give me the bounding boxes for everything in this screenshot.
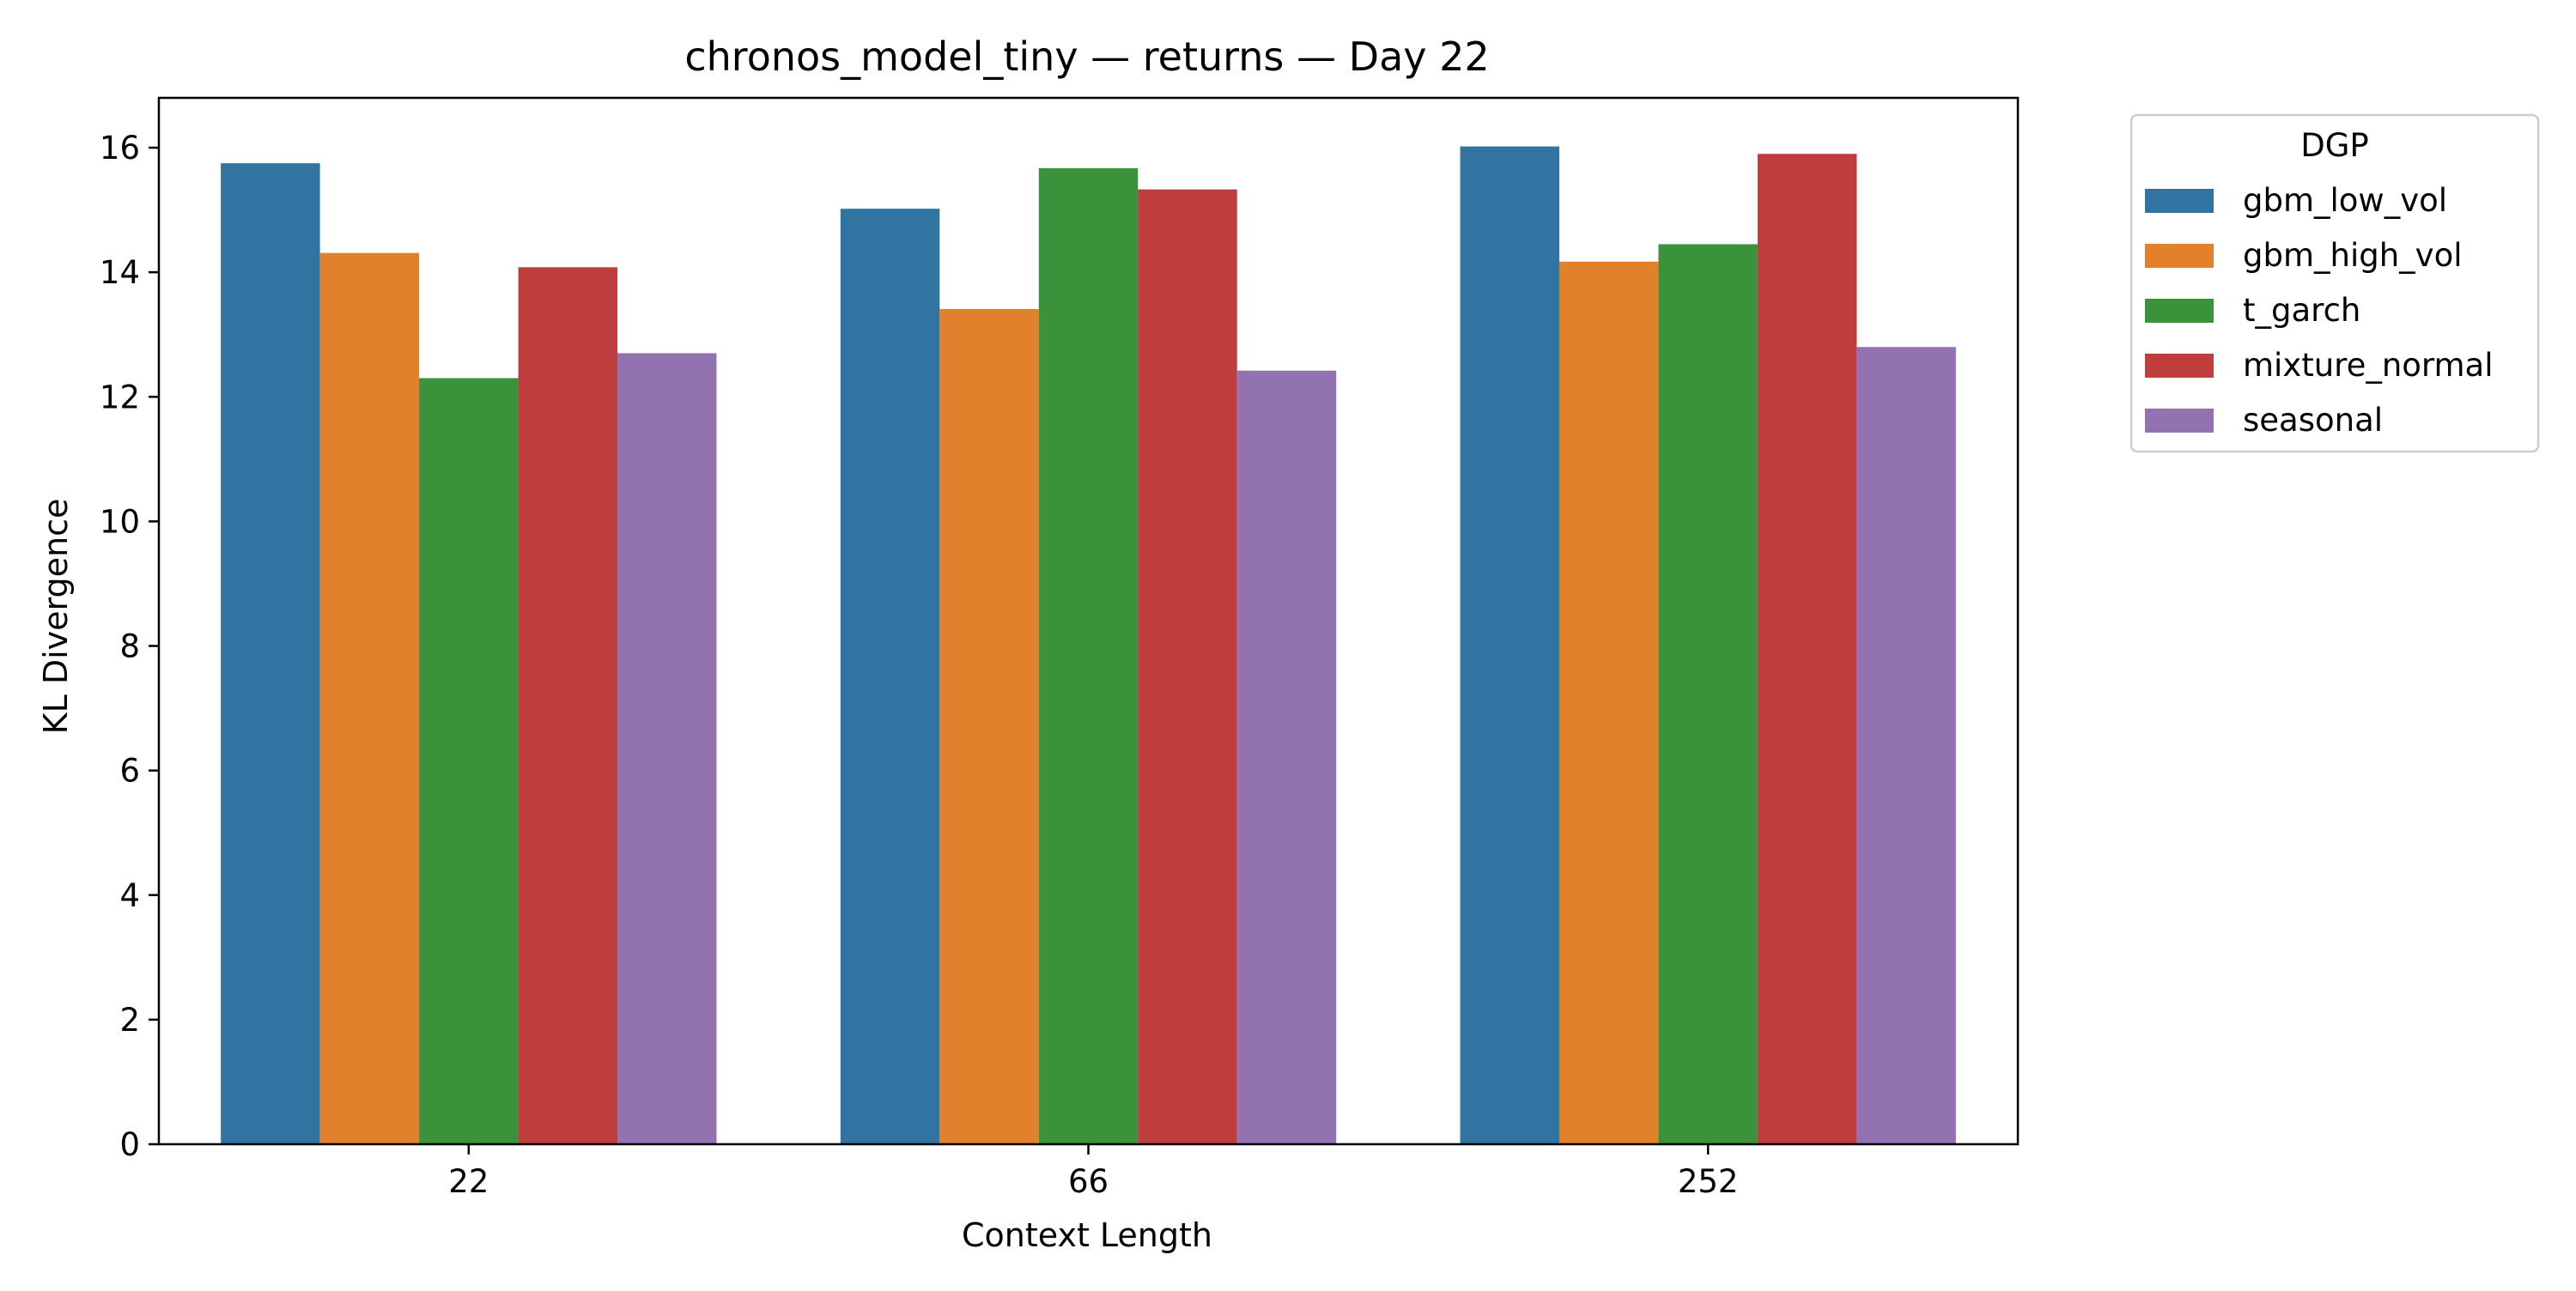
y-tick-label: 8	[119, 628, 140, 665]
y-tick-label: 14	[100, 254, 140, 291]
bar-seasonal-252	[1856, 347, 1956, 1144]
y-axis: 0 2 4 6 8 10 12 14 16	[100, 130, 159, 1163]
bar-gbm_low_vol-252	[1460, 146, 1559, 1145]
bar-mixture_normal-22	[518, 267, 618, 1144]
legend-swatch-t_garch	[2145, 299, 2214, 323]
legend-label-gbm_high_vol: gbm_high_vol	[2243, 237, 2463, 274]
bar-seasonal-66	[1236, 370, 1337, 1144]
legend-swatch-seasonal	[2145, 409, 2214, 433]
x-tick-label: 22	[448, 1163, 489, 1200]
bar-mixture_normal-252	[1757, 154, 1857, 1144]
x-tick-label: 66	[1068, 1163, 1109, 1200]
legend: DGP gbm_low_vol gbm_high_vol t_garchmixture…	[2129, 113, 2540, 453]
x-tick-label: 252	[1678, 1163, 1739, 1200]
legend-label-gbm_low_vol: gbm_low_vol	[2243, 182, 2447, 219]
chart-title: chronos_model_tiny — returns — Day 22	[684, 33, 1489, 80]
bar-t_garch-22	[419, 378, 519, 1144]
bar-gbm_low_vol-22	[221, 163, 320, 1145]
y-tick-label: 10	[100, 503, 140, 540]
y-tick-label: 6	[119, 753, 140, 790]
bar-t_garch-66	[1038, 167, 1139, 1145]
y-tick-label: 0	[119, 1126, 140, 1163]
x-axis: 22 66 252	[448, 1144, 1738, 1200]
plot-area	[157, 96, 2020, 1146]
y-tick-label: 12	[100, 379, 140, 415]
legend-label-t_garch: t_garch	[2243, 292, 2360, 329]
legend-swatch-mixture_normal	[2145, 354, 2214, 378]
legend-label-seasonal: seasonal	[2243, 402, 2383, 439]
y-tick-label: 4	[119, 877, 140, 914]
bar-t_garch-252	[1658, 244, 1758, 1144]
legend-title: DGP	[2300, 127, 2368, 164]
y-tick-label: 2	[119, 1002, 140, 1039]
bar-gbm_low_vol-66	[840, 209, 940, 1144]
bar-gbm_high_vol-22	[319, 252, 420, 1144]
bar-gbm_high_vol-66	[939, 308, 1039, 1145]
bar-gbm_high_vol-252	[1558, 261, 1659, 1145]
y-axis-label: KL Divergence	[37, 499, 75, 735]
legend-frame	[2129, 113, 2540, 453]
bar-mixture_normal-66	[1138, 189, 1237, 1144]
legend-swatch-gbm_low_vol	[2145, 189, 2214, 213]
x-axis-label: Context Length	[962, 1216, 1212, 1254]
legend-swatch-gbm_high_vol	[2145, 244, 2214, 268]
bar-seasonal-22	[617, 353, 717, 1144]
legend-label-mixture_normal: mixture_normal	[2243, 347, 2493, 384]
y-tick-label: 16	[100, 130, 140, 167]
